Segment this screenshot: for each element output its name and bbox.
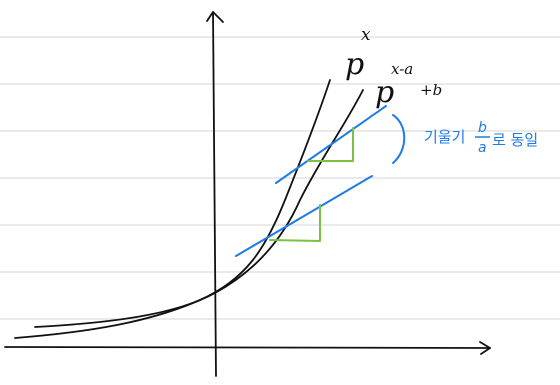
curve1-label-base: p: [345, 47, 364, 82]
slope-triangle-lower: [269, 204, 321, 242]
tangent-line-upper: [275, 105, 387, 184]
curve-shifted-exponential: [34, 89, 364, 328]
curve1-label-exponent: x: [361, 25, 371, 45]
ruled-lines: [0, 36, 560, 320]
slope-triangles: [269, 127, 354, 242]
annotation-bracket: [392, 114, 406, 164]
annotation-fraction-numerator: b: [478, 120, 487, 136]
y-axis-arrowhead: [206, 11, 224, 23]
axes: [4, 11, 491, 377]
curve2-label-exponent: x-a: [391, 60, 413, 78]
annotation-prefix: 기울기: [424, 128, 465, 146]
annotation-suffix: 로 동일: [492, 131, 538, 149]
annotation-fraction-denominator: a: [478, 140, 487, 156]
curve2-label-suffix: +b: [420, 81, 442, 99]
tangent-line-lower: [235, 175, 373, 257]
tangent-lines: [235, 105, 387, 257]
curves: [14, 79, 364, 339]
curve-exponential: [14, 79, 331, 339]
x-axis-arrowhead: [479, 341, 491, 355]
x-axis: [4, 346, 491, 349]
slope-triangle-upper: [307, 127, 354, 162]
curve2-label-base: p: [375, 75, 394, 110]
y-axis: [212, 11, 217, 377]
